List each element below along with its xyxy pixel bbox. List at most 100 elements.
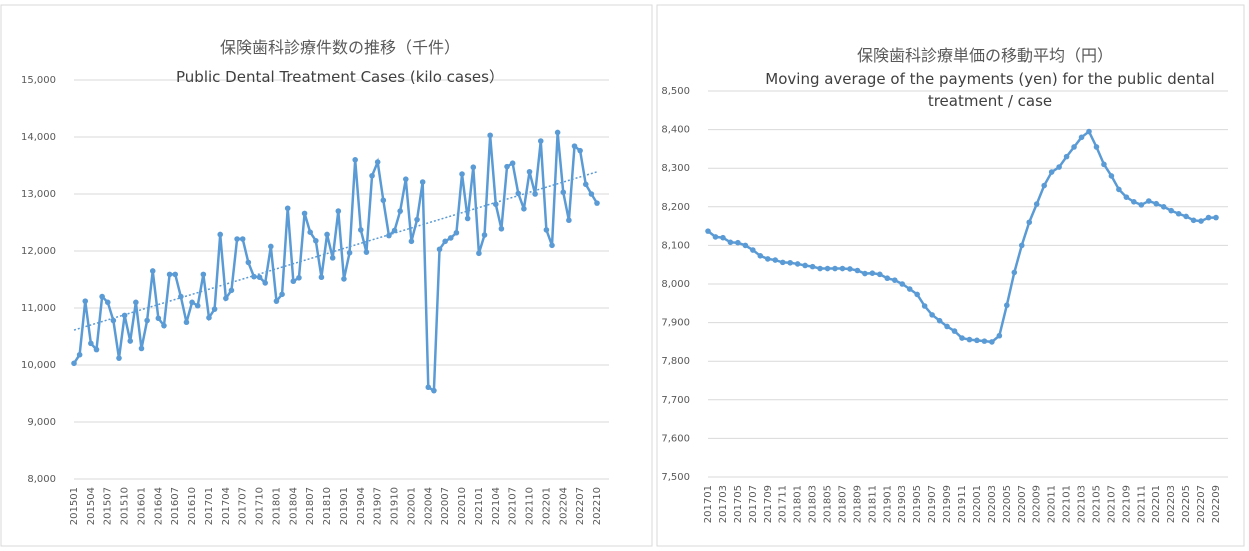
data-point <box>1048 169 1055 175</box>
data-point <box>504 163 510 170</box>
x-tick-label: 201810 <box>322 487 333 525</box>
x-tick-label: 202104 <box>491 487 502 525</box>
x-tick-label: 201809 <box>852 485 863 523</box>
data-point <box>566 217 572 224</box>
x-tick-label: 202111 <box>1136 485 1147 523</box>
data-point <box>772 257 779 263</box>
x-tick-label: 202210 <box>592 487 603 525</box>
chart-subtitle: Public Dental Treatment Cases (kilo case… <box>176 68 504 86</box>
data-point <box>363 249 370 255</box>
data-point <box>155 315 162 322</box>
x-tick-label: 201807 <box>305 487 316 525</box>
data-point <box>487 132 493 139</box>
data-point <box>127 338 134 344</box>
trendline <box>73 171 598 331</box>
y-tick-label: 7,500 <box>661 472 690 483</box>
x-tick-label: 201803 <box>808 485 819 523</box>
data-point <box>296 274 302 281</box>
data-point <box>436 246 443 253</box>
data-point <box>149 268 156 274</box>
data-point <box>453 229 460 236</box>
data-point <box>279 291 285 298</box>
x-tick-label: 201903 <box>897 485 908 523</box>
data-point <box>419 179 426 185</box>
chart-title: 保険歯科診療件数の推移（千件） <box>219 38 460 57</box>
data-point <box>335 208 342 214</box>
data-point <box>200 271 207 278</box>
y-tick-label: 7,900 <box>661 318 690 329</box>
data-point <box>989 339 995 345</box>
data-point <box>121 312 128 319</box>
data-point <box>854 267 861 274</box>
data-point <box>172 271 179 278</box>
data-point <box>1131 198 1137 205</box>
data-point <box>526 168 533 175</box>
x-tick-label: 201703 <box>718 485 729 523</box>
data-point <box>318 274 325 281</box>
x-tick-label: 202101 <box>1062 485 1073 523</box>
y-tick-label: 8,500 <box>661 86 690 97</box>
data-point <box>1086 128 1092 135</box>
x-tick-label: 201911 <box>957 485 968 523</box>
data-point <box>414 216 420 223</box>
data-point <box>1160 204 1167 210</box>
x-tick-label: 201507 <box>103 487 114 525</box>
y-tick-label: 14,000 <box>21 132 56 143</box>
data-point <box>1033 201 1040 207</box>
data-point <box>341 276 347 282</box>
data-point <box>899 281 906 287</box>
data-point <box>1041 182 1047 189</box>
data-point <box>1056 164 1062 170</box>
data-point <box>391 227 398 234</box>
data-point <box>397 208 403 214</box>
data-point <box>1093 144 1100 150</box>
data-point <box>223 295 229 302</box>
x-tick-label: 202109 <box>1121 485 1132 523</box>
data-point <box>996 332 1003 339</box>
x-tick-label: 201610 <box>187 487 198 525</box>
data-line <box>72 132 599 393</box>
y-tick-label: 9,000 <box>27 417 56 428</box>
x-tick-label: 202007 <box>440 487 451 525</box>
data-point <box>71 360 77 367</box>
data-point <box>921 303 928 309</box>
data-point <box>161 322 167 329</box>
x-tick-label: 201510 <box>120 487 131 525</box>
data-point <box>1190 217 1197 224</box>
data-point <box>936 317 943 324</box>
data-point <box>1018 242 1025 249</box>
x-tick-label: 202011 <box>1047 485 1058 523</box>
data-point <box>735 239 741 246</box>
data-point <box>1108 173 1115 179</box>
x-tick-label: 201905 <box>912 485 923 523</box>
data-point <box>194 302 201 309</box>
data-point <box>712 234 719 240</box>
data-point <box>498 225 505 232</box>
data-point <box>183 319 190 326</box>
data-point <box>1123 194 1130 200</box>
data-point <box>386 232 392 239</box>
x-tick-label: 201711 <box>778 485 789 523</box>
x-tick-label: 202201 <box>541 487 552 525</box>
x-tick-label: 202205 <box>1181 485 1192 523</box>
data-point <box>1078 134 1085 141</box>
data-point <box>1175 210 1182 217</box>
x-tick-label: 202207 <box>575 487 586 525</box>
data-point <box>481 232 488 238</box>
data-point <box>144 317 150 324</box>
data-point <box>705 228 711 234</box>
data-point <box>228 287 235 294</box>
x-tick-label: 201901 <box>339 487 350 525</box>
data-point <box>1116 186 1122 193</box>
data-point <box>959 335 965 341</box>
data-point <box>543 227 550 233</box>
x-tick-label: 202105 <box>1091 485 1102 523</box>
data-point <box>944 323 950 330</box>
x-tick-label: 201804 <box>288 487 299 525</box>
data-point <box>447 235 454 241</box>
data-point <box>951 328 958 334</box>
x-tick-label: 201701 <box>204 487 215 525</box>
x-tick-label: 201907 <box>373 487 384 525</box>
data-point <box>374 159 381 165</box>
x-tick-label: 202201 <box>1151 485 1162 523</box>
